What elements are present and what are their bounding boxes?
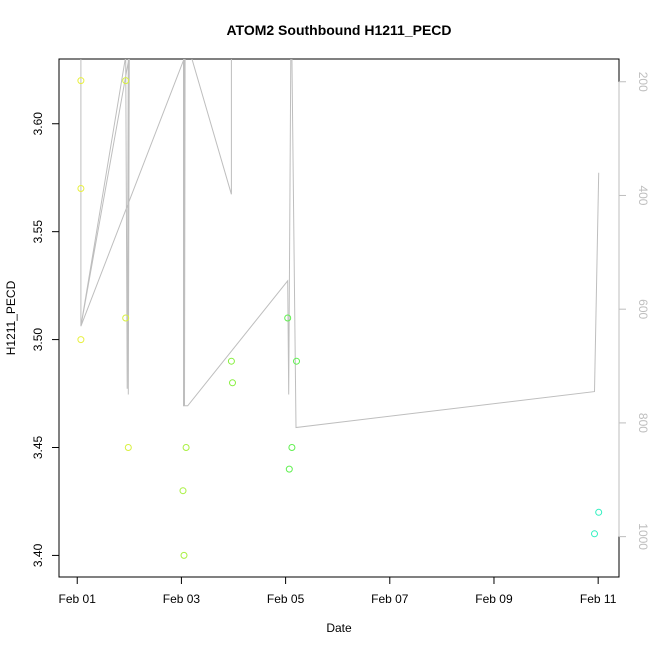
data-point: [124, 444, 132, 451]
data-point: [285, 465, 293, 473]
y-tick-label: 3.40: [31, 543, 45, 567]
x-tick-label: Feb 01: [59, 592, 97, 606]
plot-frame: [58, 58, 620, 578]
data-point: [182, 444, 190, 451]
data-point: [227, 357, 235, 365]
y-tick-label: 3.45: [31, 435, 45, 459]
right-tick-label: 1000: [636, 523, 650, 550]
data-point: [595, 508, 603, 516]
x-axis: Feb 01 Feb 03 Feb 05 Feb 07 Feb 09 Feb 11: [59, 576, 617, 606]
data-point: [591, 530, 598, 538]
y-tick-label: 3.60: [31, 112, 45, 136]
data-point: [284, 314, 292, 322]
x-tick-label: Feb 09: [475, 592, 513, 606]
y-axis: 3.40 3.45 3.50 3.55 3.60: [31, 112, 60, 567]
line-series-path: [80, 59, 600, 429]
x-tick-label: Feb 05: [267, 592, 305, 606]
x-axis-label: Date: [326, 621, 352, 635]
chart-title: ATOM2 Southbound H1211_PECD: [226, 22, 451, 38]
y-tick-label: 3.50: [31, 328, 45, 352]
line-series: [80, 59, 600, 429]
points-layer: [77, 77, 603, 559]
data-point: [122, 314, 130, 322]
data-point: [293, 357, 300, 365]
right-axis: 200 400 600 800 1000: [618, 72, 650, 550]
right-tick-label: 400: [636, 185, 650, 205]
right-tick-label: 200: [636, 72, 650, 92]
data-point: [77, 77, 85, 85]
data-point: [77, 185, 85, 192]
data-point: [77, 336, 85, 344]
x-tick-label: Feb 03: [163, 592, 201, 606]
x-tick-label: Feb 07: [371, 592, 409, 606]
data-point: [288, 444, 296, 451]
data-point: [229, 379, 236, 387]
x-tick-label: Feb 11: [580, 592, 617, 606]
data-point: [122, 77, 130, 85]
right-tick-label: 600: [636, 299, 650, 319]
y-axis-label: H1211_PECD: [4, 280, 18, 355]
data-point: [180, 551, 188, 559]
data-point: [179, 487, 187, 495]
right-tick-label: 800: [636, 413, 650, 433]
y-tick-label: 3.55: [31, 220, 45, 244]
